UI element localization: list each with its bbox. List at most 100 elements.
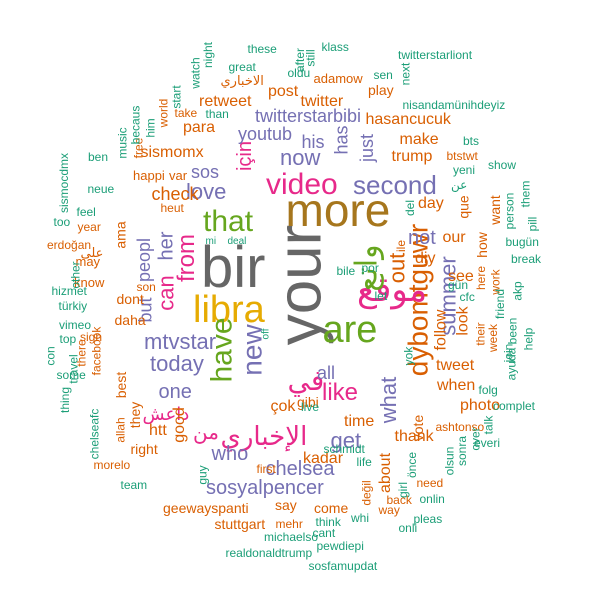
word-102: morelo (93, 458, 131, 472)
word-197: deal (227, 236, 247, 247)
word-36: twitterstarbibi (255, 106, 362, 126)
word-93: know (74, 274, 105, 290)
word-182: عن (451, 178, 468, 192)
word-30: chelsea (265, 458, 335, 480)
word-137: sismocdmx (57, 152, 72, 214)
word-172: join (500, 343, 515, 363)
word-66: time (344, 413, 375, 430)
word-192: yok (400, 346, 415, 366)
word-32: who (211, 443, 249, 465)
word-150: chelseafc (86, 408, 101, 460)
word-72: good (170, 407, 188, 443)
word-123: great (228, 60, 256, 74)
word-61: when (437, 377, 476, 394)
word-161: onlin (419, 492, 445, 506)
word-116: değil (359, 480, 374, 506)
word-108: here (474, 265, 489, 291)
word-16: الإخباري (220, 421, 308, 451)
word-99: world (155, 98, 170, 128)
word-135: him (143, 118, 158, 138)
word-39: has (331, 125, 352, 155)
word-75: best (113, 371, 130, 399)
word-189: life (356, 455, 372, 469)
word-134: music (115, 127, 130, 159)
word-156: cant (312, 526, 336, 540)
word-1: bir (201, 235, 266, 300)
word-76: they (127, 401, 144, 429)
word-60: tweet (436, 357, 475, 374)
word-119: nisandamünihdeyiz (402, 98, 506, 112)
word-196: mi (205, 236, 217, 247)
word-2: your (264, 224, 334, 346)
word-112: mehr (275, 517, 303, 531)
word-28: what (376, 376, 402, 424)
word-162: everi (474, 436, 501, 450)
word-27: sos (191, 162, 220, 182)
word-164: sonra (455, 435, 470, 467)
word-100: take (174, 106, 198, 120)
word-155: sosfamupdat (308, 559, 378, 573)
word-35: not (408, 227, 436, 249)
word-185: cfc (459, 290, 475, 304)
word-94: على (80, 244, 104, 260)
word-148: travel (66, 354, 81, 384)
word-56: diy (415, 250, 436, 267)
word-40: just (357, 133, 378, 163)
word-14: like (322, 379, 359, 406)
word-5: libra (193, 289, 265, 331)
word-159: onli (398, 521, 418, 535)
word-47: para (183, 119, 216, 136)
word-65: about (377, 452, 395, 494)
word-178: person (501, 192, 516, 230)
word-91: year (77, 220, 101, 234)
word-29: get (330, 428, 362, 453)
word-79: ama (112, 221, 129, 249)
word-110: their (473, 322, 488, 346)
word-24: out (383, 252, 409, 284)
word-158: whi (351, 511, 370, 525)
word-26: için (234, 140, 257, 172)
word-90: var (169, 167, 188, 183)
word-67: kadar (303, 450, 344, 467)
word-160: pleas (413, 512, 443, 526)
word-55: our (442, 229, 466, 246)
word-68: say (275, 497, 297, 513)
word-37: youtub (238, 124, 293, 144)
word-128: night (201, 41, 216, 69)
word-81: gibi (297, 394, 319, 410)
word-103: ashtonso (435, 420, 485, 434)
word-48: twitter (300, 93, 344, 110)
word-74: right (130, 441, 158, 457)
word-101: allah (113, 417, 128, 443)
word-174: break (511, 252, 542, 266)
word-64: thank (394, 428, 434, 445)
word-59: follow (431, 309, 449, 351)
word-165: over (468, 427, 483, 451)
word-33: one (158, 381, 192, 403)
word-171: been (504, 317, 519, 345)
word-63: photo (460, 397, 501, 414)
word-181: yeni (453, 163, 476, 177)
word-138: neue (87, 182, 115, 196)
word-144: vimeo (59, 318, 92, 332)
word-184: gün (448, 278, 469, 292)
word-51: hasancucuk (365, 111, 451, 128)
word-12: video (266, 168, 338, 201)
word-168: complet (493, 399, 536, 413)
word-125: sen (373, 68, 393, 82)
word-104: need (416, 476, 444, 490)
word-167: girl (396, 481, 411, 499)
word-133: becaus (127, 105, 142, 145)
word-120: twitterstarliont (398, 48, 473, 62)
word-188: önce (405, 451, 420, 479)
word-149: thing (58, 386, 73, 414)
word-49: post (268, 83, 299, 100)
word-142: türkiy (58, 299, 88, 313)
word-15: في (287, 365, 325, 396)
word-140: too (53, 215, 71, 229)
word-121: klass (321, 40, 349, 54)
word-69: come (314, 500, 349, 516)
word-80: çok (270, 398, 296, 415)
word-20: can (153, 275, 179, 311)
word-84: want (486, 195, 503, 225)
